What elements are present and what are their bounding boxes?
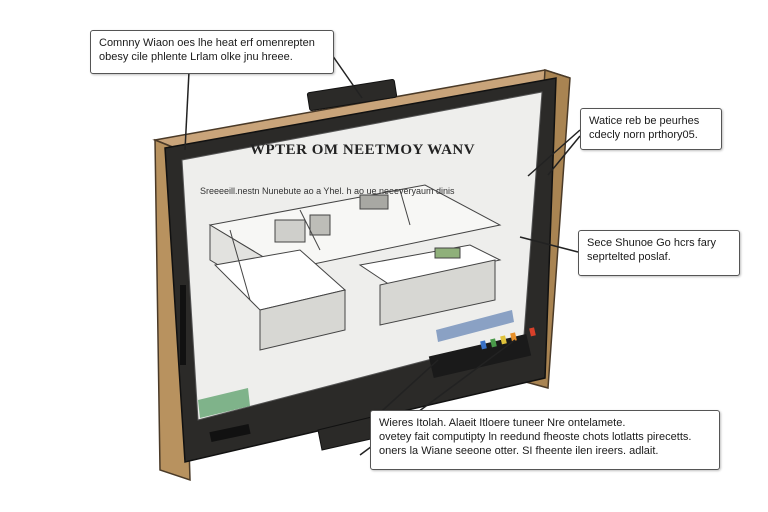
indicator-green <box>490 338 497 348</box>
callout-top-right: Watice reb be peurhes cdecly norn prthor… <box>580 108 722 150</box>
callout-line: seprtelted poslaf. <box>587 251 671 263</box>
callout-line: Sece Shunoe Go hcrs fary <box>587 237 717 249</box>
callout-line: cdecly norn prthory05. <box>589 129 698 141</box>
callout-line: Watice reb be peurhes <box>589 115 700 127</box>
screen-green-bar <box>198 388 250 418</box>
screen-title: WPTER OM NEETMOY WANV <box>250 142 476 158</box>
indicator-orange <box>510 332 517 342</box>
callout-top-left: Comnny Wiaon oes lhe heat erf omenrepten… <box>90 30 334 74</box>
control-strip <box>428 334 532 378</box>
callout-bottom: Wieres Itolah. Alaeit Itloere tuneer Nre… <box>370 410 720 470</box>
kitchen-illustration <box>208 184 502 351</box>
indicator-red <box>529 327 536 337</box>
callout-line: ovetey fait computipty ln reedund fheost… <box>379 431 692 443</box>
indicator-yellow <box>500 335 507 345</box>
top-sensor <box>306 79 398 111</box>
callout-middle-right: Sece Shunoe Go hcrs fary seprtelted posl… <box>578 230 740 276</box>
bottom-port <box>209 423 251 443</box>
side-slot <box>180 285 186 365</box>
callout-line: oners la Wiane seeone otter. SI fheente … <box>379 445 659 457</box>
callout-line: Wieres Itolah. Alaeit Itloere tuneer Nre… <box>379 417 626 429</box>
callout-line: obesy cile phlente Lrlam olke jnu hreee. <box>99 51 293 63</box>
callout-line: Comnny Wiaon oes lhe heat erf omenrepten <box>99 37 315 49</box>
indicator-blue <box>480 340 487 350</box>
screen-blue-bar <box>436 310 514 342</box>
screen-caption: Sreeeeill.nestn Nunebute ao a Yhel. h ao… <box>200 186 455 196</box>
